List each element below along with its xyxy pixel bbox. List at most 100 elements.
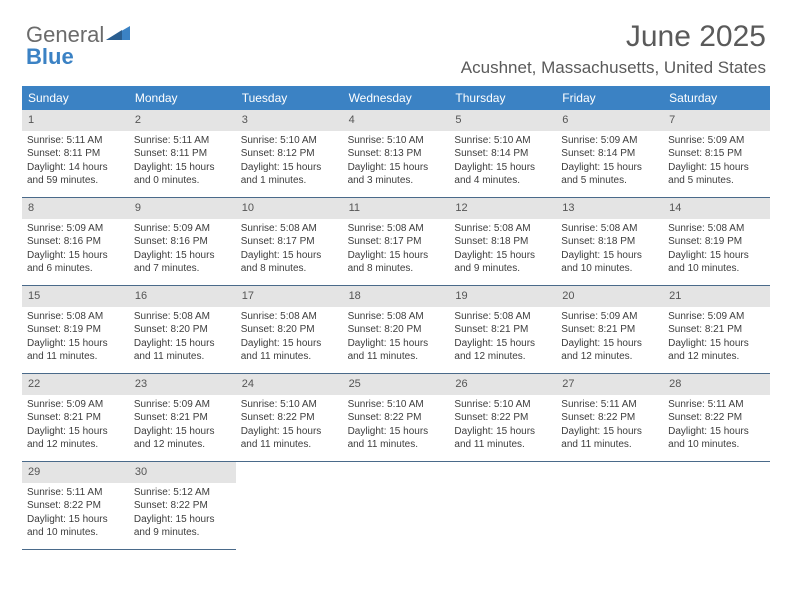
sunset-text: Sunset: 8:20 PM [348,323,445,337]
daylight-text: Daylight: 15 hours and 11 minutes. [241,425,338,452]
calendar-cell: 22Sunrise: 5:09 AMSunset: 8:21 PMDayligh… [22,374,129,462]
sunset-text: Sunset: 8:17 PM [241,235,338,249]
sunrise-text: Sunrise: 5:08 AM [348,310,445,324]
sunset-text: Sunset: 8:21 PM [561,323,658,337]
sunrise-text: Sunrise: 5:09 AM [668,310,765,324]
daylight-text: Daylight: 15 hours and 12 minutes. [668,337,765,364]
calendar-cell: 15 Sunrise: 5:08 AMSunset: 8:19 PMDayligh… [22,286,129,374]
sunset-text: Sunset: 8:20 PM [134,323,231,337]
calendar-cell: 20Sunrise: 5:09 AMSunset: 8:21 PMDayligh… [556,286,663,374]
sunrise-text: Sunrise: 5:08 AM [561,222,658,236]
sunset-text: Sunset: 8:21 PM [134,411,231,425]
calendar-cell: 17Sunrise: 5:08 AMSunset: 8:20 PMDayligh… [236,286,343,374]
sunrise-text: Sunrise: 5:09 AM [561,310,658,324]
sunset-text: Sunset: 8:18 PM [561,235,658,249]
sunset-text: Sunset: 8:21 PM [27,411,124,425]
sunset-text: Sunset: 8:14 PM [561,147,658,161]
calendar-cell: 27 Sunrise: 5:11 AMSunset: 8:22 PMDayligh… [556,374,663,462]
daylight-text: Daylight: 15 hours and 11 minutes. [561,425,658,452]
sunset-text: Sunset: 8:20 PM [241,323,338,337]
calendar-cell [236,462,343,550]
day-number: 3 [236,110,343,131]
day-number: 5 [449,110,556,131]
day-number: 23 [129,374,236,395]
calendar-cell: 30Sunrise: 5:12 AMSunset: 8:22 PMDayligh… [129,462,236,550]
weekday-label: Friday [556,86,663,110]
daylight-text: Daylight: 15 hours and 10 minutes. [668,425,765,452]
day-number: 18 [343,286,450,307]
day-number: 30 [129,462,236,483]
day-number: 26 [449,374,556,395]
calendar-cell: 21Sunrise: 5:09 AMSunset: 8:21 PMDayligh… [663,286,770,374]
daylight-text: Daylight: 15 hours and 11 minutes. [27,337,124,364]
sunset-text: Sunset: 8:14 PM [454,147,551,161]
sunrise-text: Sunrise: 5:11 AM [27,486,124,500]
daylight-text: Daylight: 15 hours and 10 minutes. [27,513,124,540]
daylight-text: Daylight: 15 hours and 6 minutes. [27,249,124,276]
sunrise-text: Sunrise: 5:11 AM [561,398,658,412]
sunset-text: Sunset: 8:11 PM [134,147,231,161]
weekday-label: Thursday [449,86,556,110]
sunset-text: Sunset: 8:15 PM [668,147,765,161]
daylight-text: Daylight: 15 hours and 11 minutes. [348,425,445,452]
day-number: 2 [129,110,236,131]
calendar-cell: 19Sunrise: 5:08 AMSunset: 8:21 PMDayligh… [449,286,556,374]
sunrise-text: Sunrise: 5:08 AM [454,310,551,324]
day-number: 1 [22,110,129,131]
day-number: 29 [22,462,129,483]
sunrise-text: Sunrise: 5:09 AM [134,398,231,412]
sunset-text: Sunset: 8:22 PM [241,411,338,425]
sunrise-text: Sunrise: 5:08 AM [27,310,124,324]
day-number: 19 [449,286,556,307]
day-number: 10 [236,198,343,219]
sunset-text: Sunset: 8:22 PM [134,499,231,513]
day-number: 15 [22,286,129,307]
day-number: 12 [449,198,556,219]
weekday-label: Tuesday [236,86,343,110]
day-number: 7 [663,110,770,131]
daylight-text: Daylight: 15 hours and 8 minutes. [348,249,445,276]
calendar-cell: 1Sunrise: 5:11 AMSunset: 8:11 PMDaylight… [22,110,129,198]
calendar-cell: 26Sunrise: 5:10 AMSunset: 8:22 PMDayligh… [449,374,556,462]
daylight-text: Daylight: 15 hours and 11 minutes. [454,425,551,452]
calendar-cell: 18Sunrise: 5:08 AMSunset: 8:20 PMDayligh… [343,286,450,374]
calendar-cell: 13Sunrise: 5:08 AMSunset: 8:18 PMDayligh… [556,198,663,286]
daylight-text: Daylight: 15 hours and 4 minutes. [454,161,551,188]
day-number: 27 [556,374,663,395]
calendar-cell: 14Sunrise: 5:08 AMSunset: 8:19 PMDayligh… [663,198,770,286]
daylight-text: Daylight: 15 hours and 9 minutes. [454,249,551,276]
daylight-text: Daylight: 15 hours and 9 minutes. [134,513,231,540]
logo-text-2: Blue [26,44,74,69]
sunrise-text: Sunrise: 5:08 AM [454,222,551,236]
day-number: 11 [343,198,450,219]
day-number: 8 [22,198,129,219]
calendar-cell: 24Sunrise: 5:10 AMSunset: 8:22 PMDayligh… [236,374,343,462]
weekday-label: Sunday [22,86,129,110]
calendar-cell: 2Sunrise: 5:11 AMSunset: 8:11 PMDaylight… [129,110,236,198]
sunset-text: Sunset: 8:19 PM [27,323,124,337]
sunrise-text: Sunrise: 5:09 AM [668,134,765,148]
calendar-cell [663,462,770,550]
sunset-text: Sunset: 8:12 PM [241,147,338,161]
calendar-cell: 11Sunrise: 5:08 AMSunset: 8:17 PMDayligh… [343,198,450,286]
sunset-text: Sunset: 8:21 PM [668,323,765,337]
daylight-text: Daylight: 15 hours and 3 minutes. [348,161,445,188]
sunrise-text: Sunrise: 5:10 AM [348,398,445,412]
day-number: 24 [236,374,343,395]
weekday-label: Wednesday [343,86,450,110]
calendar-cell: 9Sunrise: 5:09 AMSunset: 8:16 PMDaylight… [129,198,236,286]
daylight-text: Daylight: 15 hours and 7 minutes. [134,249,231,276]
location-text: Acushnet, Massachusetts, United States [461,58,766,78]
day-number: 4 [343,110,450,131]
calendar-cell: 3Sunrise: 5:10 AMSunset: 8:12 PMDaylight… [236,110,343,198]
sunset-text: Sunset: 8:22 PM [561,411,658,425]
calendar-cell: 10Sunrise: 5:08 AMSunset: 8:17 PMDayligh… [236,198,343,286]
sunset-text: Sunset: 8:22 PM [27,499,124,513]
daylight-text: Daylight: 15 hours and 12 minutes. [134,425,231,452]
daylight-text: Daylight: 15 hours and 5 minutes. [668,161,765,188]
sunset-text: Sunset: 8:21 PM [454,323,551,337]
sunset-text: Sunset: 8:22 PM [348,411,445,425]
sunset-text: Sunset: 8:18 PM [454,235,551,249]
calendar-cell: 16Sunrise: 5:08 AMSunset: 8:20 PMDayligh… [129,286,236,374]
daylight-text: Daylight: 15 hours and 1 minutes. [241,161,338,188]
